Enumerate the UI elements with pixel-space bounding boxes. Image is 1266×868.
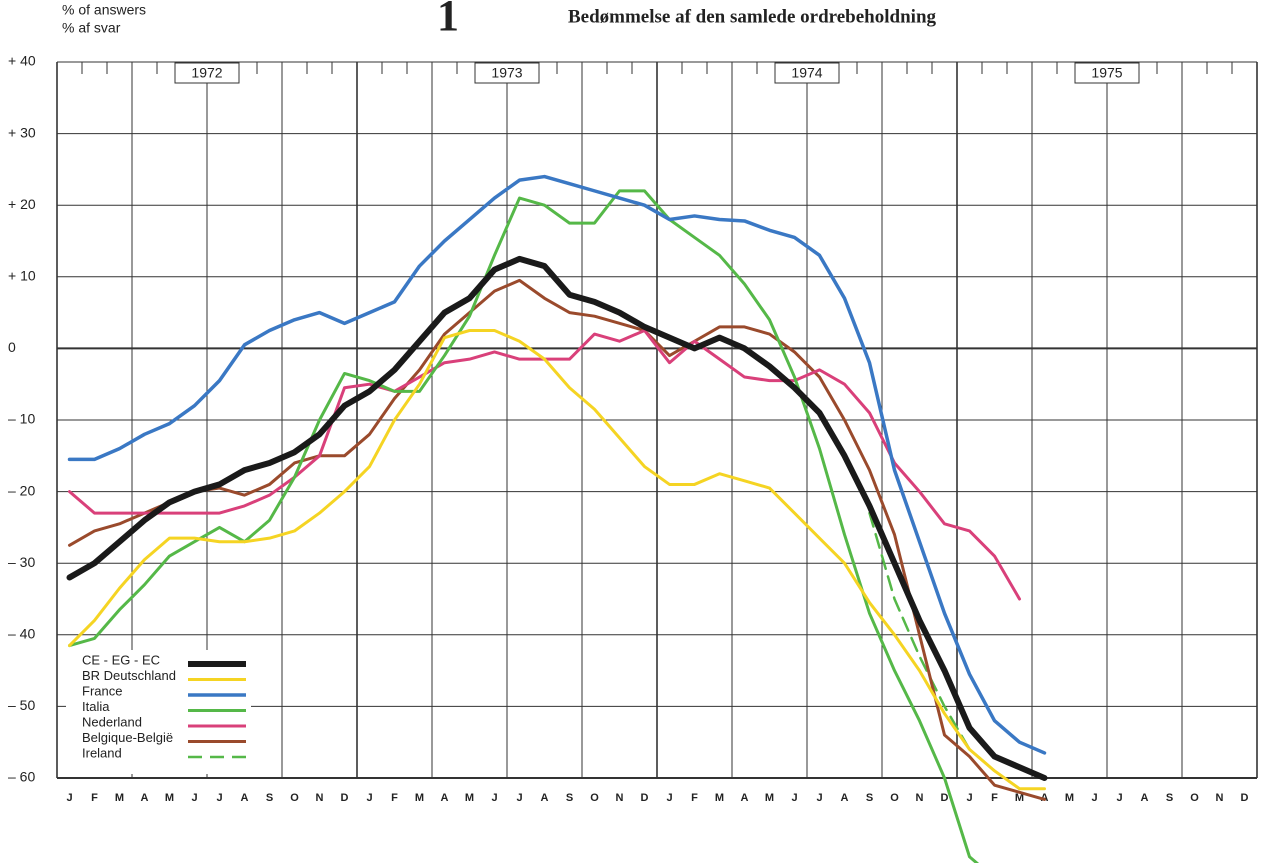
legend-label: Ireland [82, 745, 122, 760]
y-tick-label: 0 [8, 339, 16, 355]
y-tick-label: – 20 [8, 482, 35, 498]
x-tick-label: N [616, 792, 624, 804]
x-tick-label: N [316, 792, 324, 804]
y-tick-label: – 10 [8, 411, 35, 427]
x-tick-label: J [216, 792, 222, 804]
x-tick-label: J [66, 792, 72, 804]
x-tick-label: S [866, 792, 873, 804]
y-tick-label: + 20 [8, 196, 36, 212]
year-label: 1974 [791, 65, 822, 81]
y-tick-label: – 40 [8, 626, 35, 642]
year-label: 1973 [491, 65, 522, 81]
y-tick-label: + 10 [8, 268, 36, 284]
x-tick-label: J [1091, 792, 1097, 804]
year-box [174, 62, 240, 84]
x-tick-label: M [765, 792, 774, 804]
year-label: 1975 [1091, 65, 1122, 81]
year-box [1074, 62, 1140, 84]
legend-label: CE - EG - EC [82, 652, 160, 667]
y-tick-label: + 30 [8, 124, 36, 140]
x-tick-label: F [991, 792, 998, 804]
x-tick-label: J [791, 792, 797, 804]
x-tick-label: M [115, 792, 124, 804]
legend-label: Belgique-België [82, 730, 173, 745]
x-tick-label: S [566, 792, 573, 804]
x-tick-label: D [341, 792, 349, 804]
x-tick-label: O [290, 792, 299, 804]
series-line [68, 329, 1046, 791]
x-tick-label: F [91, 792, 98, 804]
x-tick-label: O [590, 792, 599, 804]
x-tick-label: N [1216, 792, 1224, 804]
x-tick-label: M [465, 792, 474, 804]
series-line [68, 278, 1046, 801]
legend-label: BR Deutschland [82, 668, 176, 683]
x-tick-label: M [1065, 792, 1074, 804]
x-tick-label: D [641, 792, 649, 804]
x-tick-label: M [165, 792, 174, 804]
year-box [474, 62, 540, 84]
x-tick-label: J [1116, 792, 1122, 804]
x-tick-label: A [241, 792, 249, 804]
series-line [66, 255, 1048, 781]
x-tick-label: A [1041, 792, 1049, 804]
series-line [68, 189, 985, 868]
chart-title: Bedømmelse af den samlede ordrebeholdnin… [568, 6, 937, 27]
x-tick-label: J [191, 792, 197, 804]
year-box [774, 62, 840, 84]
x-tick-label: M [1015, 792, 1024, 804]
legend-label: Italia [82, 699, 110, 714]
x-tick-label: O [1190, 792, 1199, 804]
y-tick-label: – 60 [8, 769, 35, 785]
x-tick-label: D [1241, 792, 1249, 804]
x-tick-label: J [366, 792, 372, 804]
x-tick-label: D [941, 792, 949, 804]
x-tick-label: J [491, 792, 497, 804]
x-tick-label: A [441, 792, 449, 804]
series-line [68, 329, 1021, 601]
x-tick-label: O [890, 792, 899, 804]
x-tick-label: A [541, 792, 549, 804]
x-tick-label: M [715, 792, 724, 804]
y-tick-label: – 30 [8, 554, 35, 570]
year-label: 1972 [191, 65, 222, 81]
x-tick-label: J [816, 792, 822, 804]
legend-label: Nederland [82, 714, 142, 729]
x-tick-label: A [1141, 792, 1149, 804]
y-tick-label: + 40 [8, 53, 36, 69]
x-tick-label: J [966, 792, 972, 804]
x-tick-label: F [391, 792, 398, 804]
x-tick-label: S [266, 792, 273, 804]
x-tick-label: M [415, 792, 424, 804]
chart-number: 1 [437, 0, 459, 40]
x-tick-label: A [741, 792, 749, 804]
y-axis-label: % of answers [62, 2, 146, 18]
x-tick-label: A [841, 792, 849, 804]
x-tick-label: J [666, 792, 672, 804]
y-axis-label: % af svar [62, 20, 121, 36]
x-tick-label: F [691, 792, 698, 804]
x-tick-label: N [916, 792, 924, 804]
x-tick-label: J [516, 792, 522, 804]
x-tick-label: A [141, 792, 149, 804]
series-line [67, 174, 1047, 755]
legend-label: France [82, 683, 122, 698]
y-tick-label: – 50 [8, 697, 35, 713]
x-tick-label: S [1166, 792, 1173, 804]
